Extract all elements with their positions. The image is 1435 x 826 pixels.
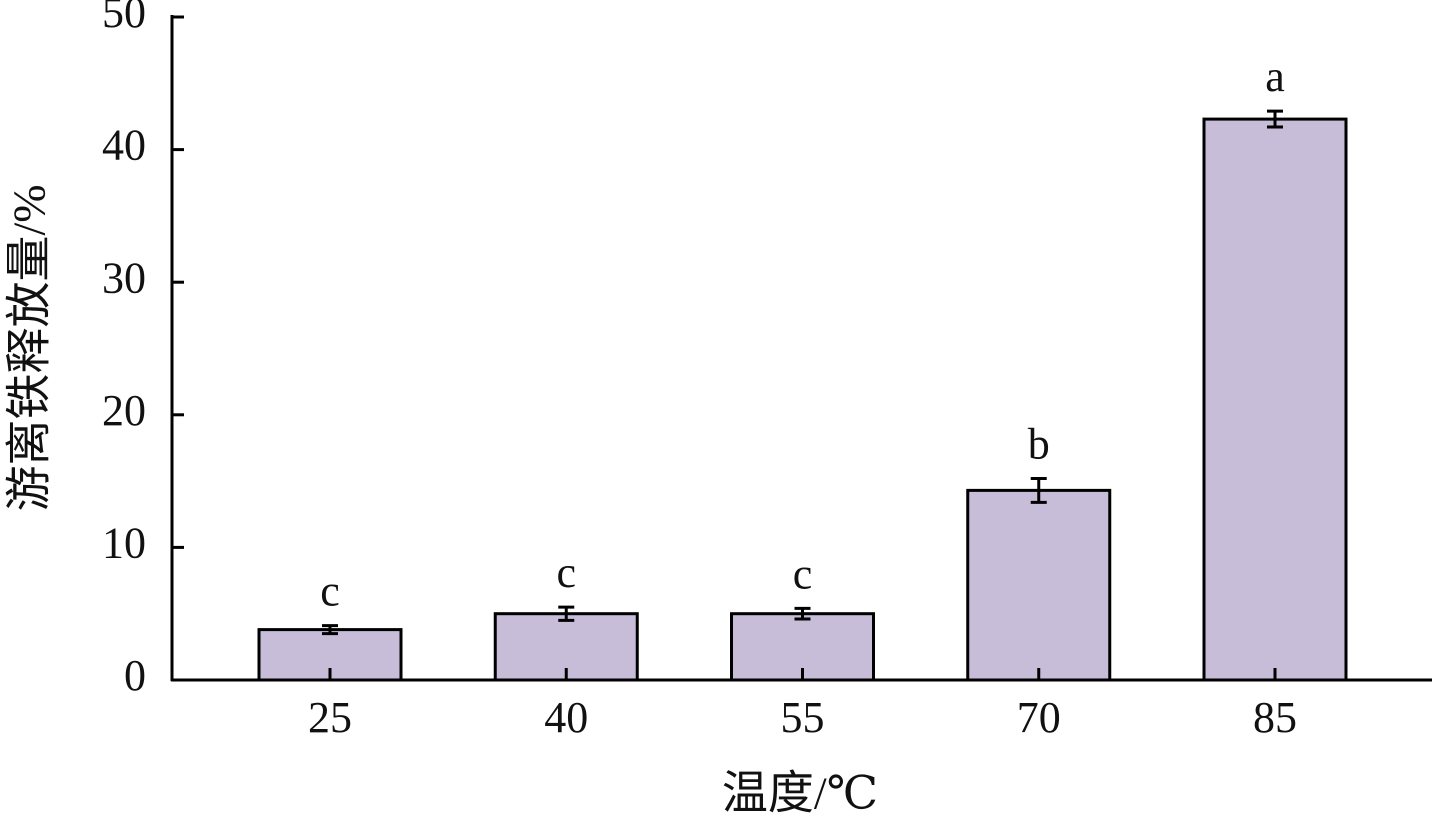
x-tick-label: 40 — [544, 693, 588, 742]
error-bar — [794, 606, 811, 621]
y-tick-label: 10 — [102, 518, 146, 567]
y-tick-label: 30 — [102, 253, 146, 302]
significance-letter: b — [1028, 420, 1050, 469]
significance-letter: c — [320, 567, 340, 616]
error-bar — [558, 605, 575, 622]
y-tick-label: 20 — [102, 386, 146, 435]
x-tick-label: 70 — [1017, 693, 1061, 742]
error-bar — [1030, 476, 1047, 504]
x-tick-label: 85 — [1253, 693, 1297, 742]
y-tick-label: 50 — [102, 0, 146, 37]
y-tick-label: 40 — [102, 121, 146, 170]
x-axis-label: 温度/℃ — [722, 768, 878, 819]
x-tick-label: 55 — [781, 693, 825, 742]
significance-letter: a — [1265, 52, 1285, 101]
significance-letter: c — [793, 549, 813, 598]
bar — [966, 488, 1112, 682]
error-bar — [1267, 109, 1283, 129]
bar — [1202, 117, 1348, 682]
y-axis-label: 游离铁释放量/% — [4, 184, 55, 511]
x-tick-label: 25 — [308, 693, 352, 742]
significance-letter: c — [556, 548, 576, 597]
error-bar — [322, 624, 338, 636]
y-tick-label: 0 — [124, 651, 146, 700]
